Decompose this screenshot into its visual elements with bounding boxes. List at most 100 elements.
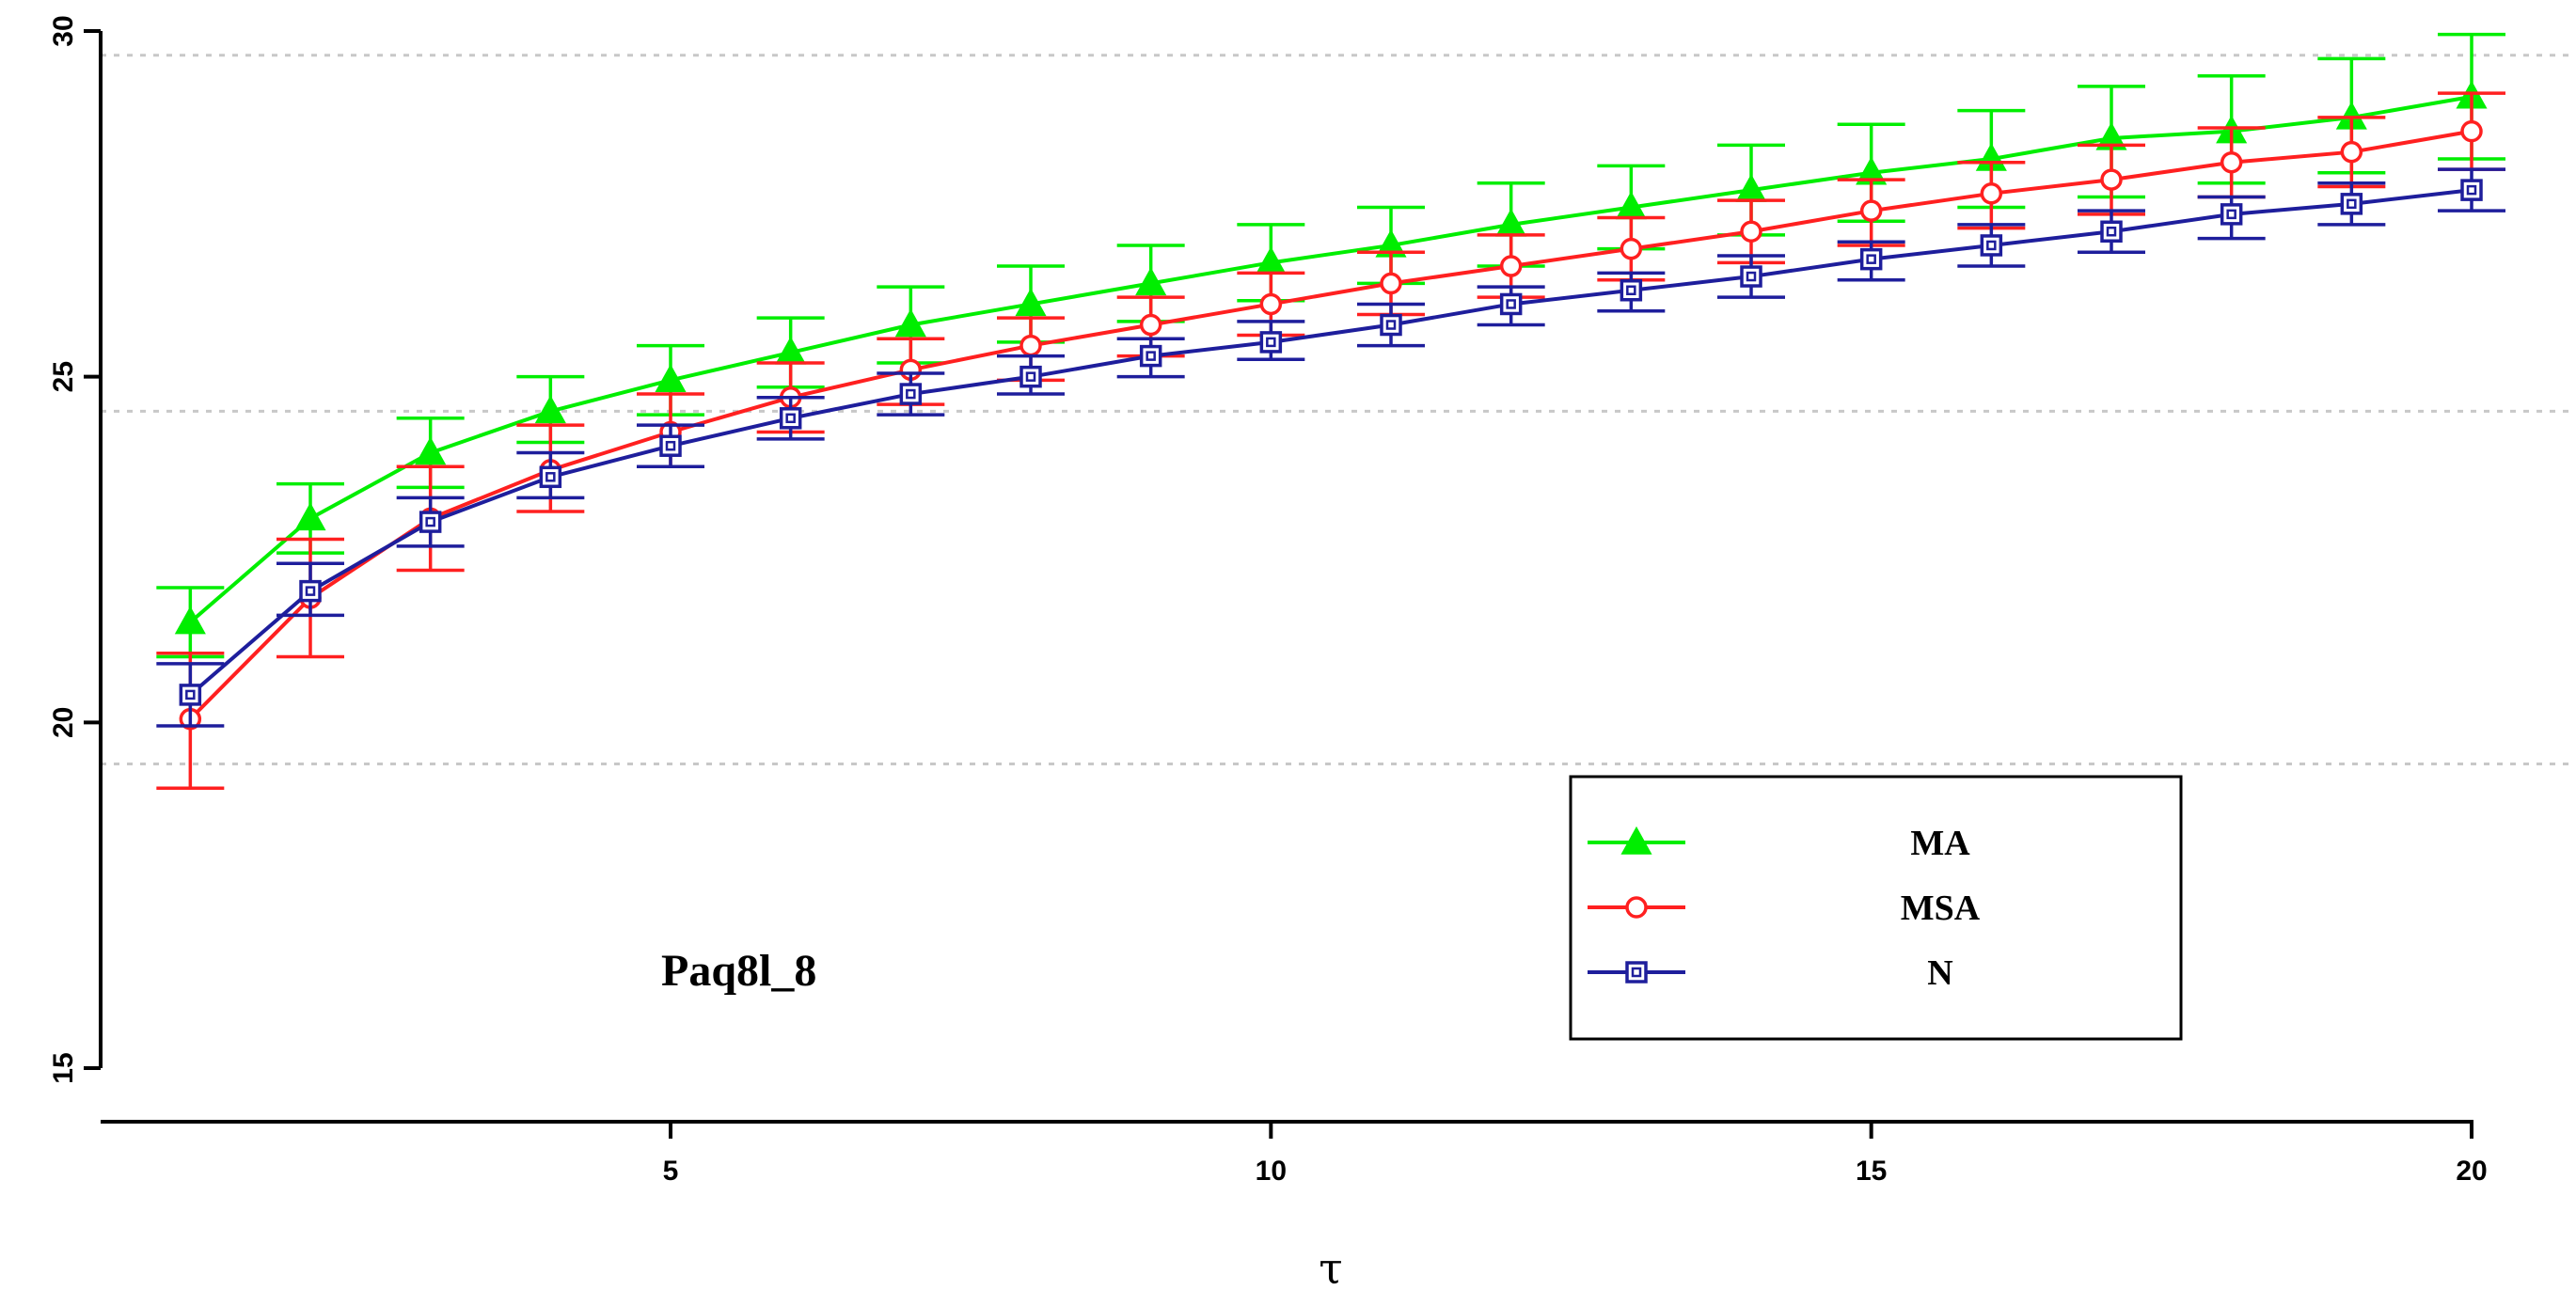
- data-point-inner: [665, 440, 676, 451]
- x-tick-label: 20: [2456, 1156, 2487, 1187]
- data-point: [1859, 199, 1883, 222]
- legend-label: N: [1927, 953, 1952, 993]
- data-point: [1015, 288, 1047, 317]
- x-tick-label: 5: [663, 1156, 679, 1187]
- y-tick-label: 25: [48, 361, 79, 392]
- legend-box: [1569, 775, 2183, 1041]
- data-point: [534, 395, 566, 424]
- series-line: [189, 188, 2473, 697]
- data-point: [294, 502, 326, 531]
- data-point-inner: [1025, 371, 1036, 382]
- data-point: [1135, 267, 1167, 296]
- data-point-outer: [1259, 331, 1283, 354]
- x-tick-label: 10: [1256, 1156, 1287, 1187]
- data-point: [1980, 234, 2003, 257]
- data-point-inner: [185, 689, 196, 700]
- data-point: [1139, 313, 1162, 337]
- data-point: [2220, 203, 2243, 226]
- chart-annotation: Paq8l_8: [661, 946, 816, 996]
- data-point-outer: [899, 383, 923, 405]
- data-point-outer: [299, 579, 322, 603]
- data-point: [2100, 168, 2123, 191]
- data-point-outer: [1499, 292, 1523, 316]
- series-layer: [156, 32, 2505, 790]
- data-point: [1499, 255, 1523, 277]
- data-point: [1259, 331, 1283, 354]
- legend-label: MSA: [1901, 889, 1981, 928]
- data-point-outer: [419, 511, 442, 533]
- data-point: [174, 606, 206, 635]
- data-point: [2340, 140, 2363, 164]
- y-tick-label: 15: [48, 1052, 79, 1083]
- series-ma: [156, 32, 2505, 659]
- grid-layer: [101, 54, 2576, 765]
- data-point: [2460, 119, 2483, 143]
- data-point-outer: [2340, 193, 2363, 215]
- data-point: [894, 308, 926, 338]
- data-point: [1139, 344, 1162, 368]
- data-point-inner: [1626, 285, 1636, 295]
- data-point-inner: [1146, 351, 1156, 361]
- x-axis-label: τ: [1319, 1243, 1342, 1294]
- data-point-outer: [179, 684, 202, 706]
- legend-marker-inner: [1631, 967, 1642, 978]
- data-point-inner: [1866, 254, 1876, 264]
- data-point: [2460, 179, 2483, 201]
- data-point-outer: [659, 434, 682, 457]
- y-tick-label: 30: [48, 15, 79, 46]
- legend: MA MSA N: [1569, 775, 2183, 1041]
- data-point-inner: [2226, 209, 2236, 220]
- data-point: [779, 407, 802, 430]
- data-point-outer: [1980, 234, 2003, 257]
- series-line: [188, 129, 2473, 721]
- data-point: [1380, 313, 1402, 337]
- legend-marker: [1625, 961, 1648, 983]
- data-point: [419, 511, 442, 533]
- data-point-outer: [1859, 247, 1883, 271]
- data-point-outer: [1740, 265, 1762, 288]
- data-point: [1740, 220, 1762, 243]
- data-point-outer: [539, 465, 562, 489]
- data-point-outer: [1620, 279, 1643, 302]
- data-point: [1620, 279, 1643, 302]
- data-point-outer: [1380, 313, 1402, 337]
- data-point: [1859, 247, 1883, 271]
- data-point-outer: [779, 407, 802, 430]
- data-point: [539, 465, 562, 489]
- data-point: [1380, 272, 1402, 295]
- data-point-inner: [906, 388, 916, 400]
- data-point-inner: [2466, 184, 2477, 196]
- data-point: [1019, 334, 1042, 357]
- data-point-inner: [305, 586, 316, 596]
- data-point-inner: [1266, 337, 1276, 348]
- data-point-inner: [425, 516, 435, 527]
- legend-marker-outer: [1625, 961, 1648, 983]
- x-tick-label: 15: [1856, 1156, 1887, 1187]
- data-point: [1019, 365, 1042, 388]
- data-point-inner: [1746, 271, 1757, 282]
- data-point-inner: [2347, 198, 2357, 210]
- series-line: [189, 94, 2473, 624]
- data-point: [179, 684, 202, 706]
- data-point: [899, 383, 923, 405]
- data-point-inner: [1506, 299, 1516, 309]
- data-point: [2220, 150, 2243, 174]
- data-point-inner: [545, 472, 556, 482]
- series-msa: [156, 91, 2505, 790]
- data-point: [1740, 265, 1762, 288]
- data-point: [1980, 182, 2003, 205]
- data-point: [1620, 237, 1643, 260]
- data-point: [655, 364, 687, 393]
- data-point: [2100, 220, 2123, 243]
- data-point-outer: [2460, 179, 2483, 201]
- data-point: [299, 579, 322, 603]
- legend-marker: [1625, 896, 1648, 919]
- data-point: [1499, 292, 1523, 316]
- data-point-inner: [1986, 240, 1997, 251]
- legend-marker: [1620, 826, 1652, 855]
- axes-layer: 15 20 25 30 5 10 15 20: [48, 15, 2488, 1187]
- data-point-outer: [2220, 203, 2243, 226]
- data-point-outer: [1139, 344, 1162, 368]
- legend-items: MA MSA N: [1588, 824, 1981, 993]
